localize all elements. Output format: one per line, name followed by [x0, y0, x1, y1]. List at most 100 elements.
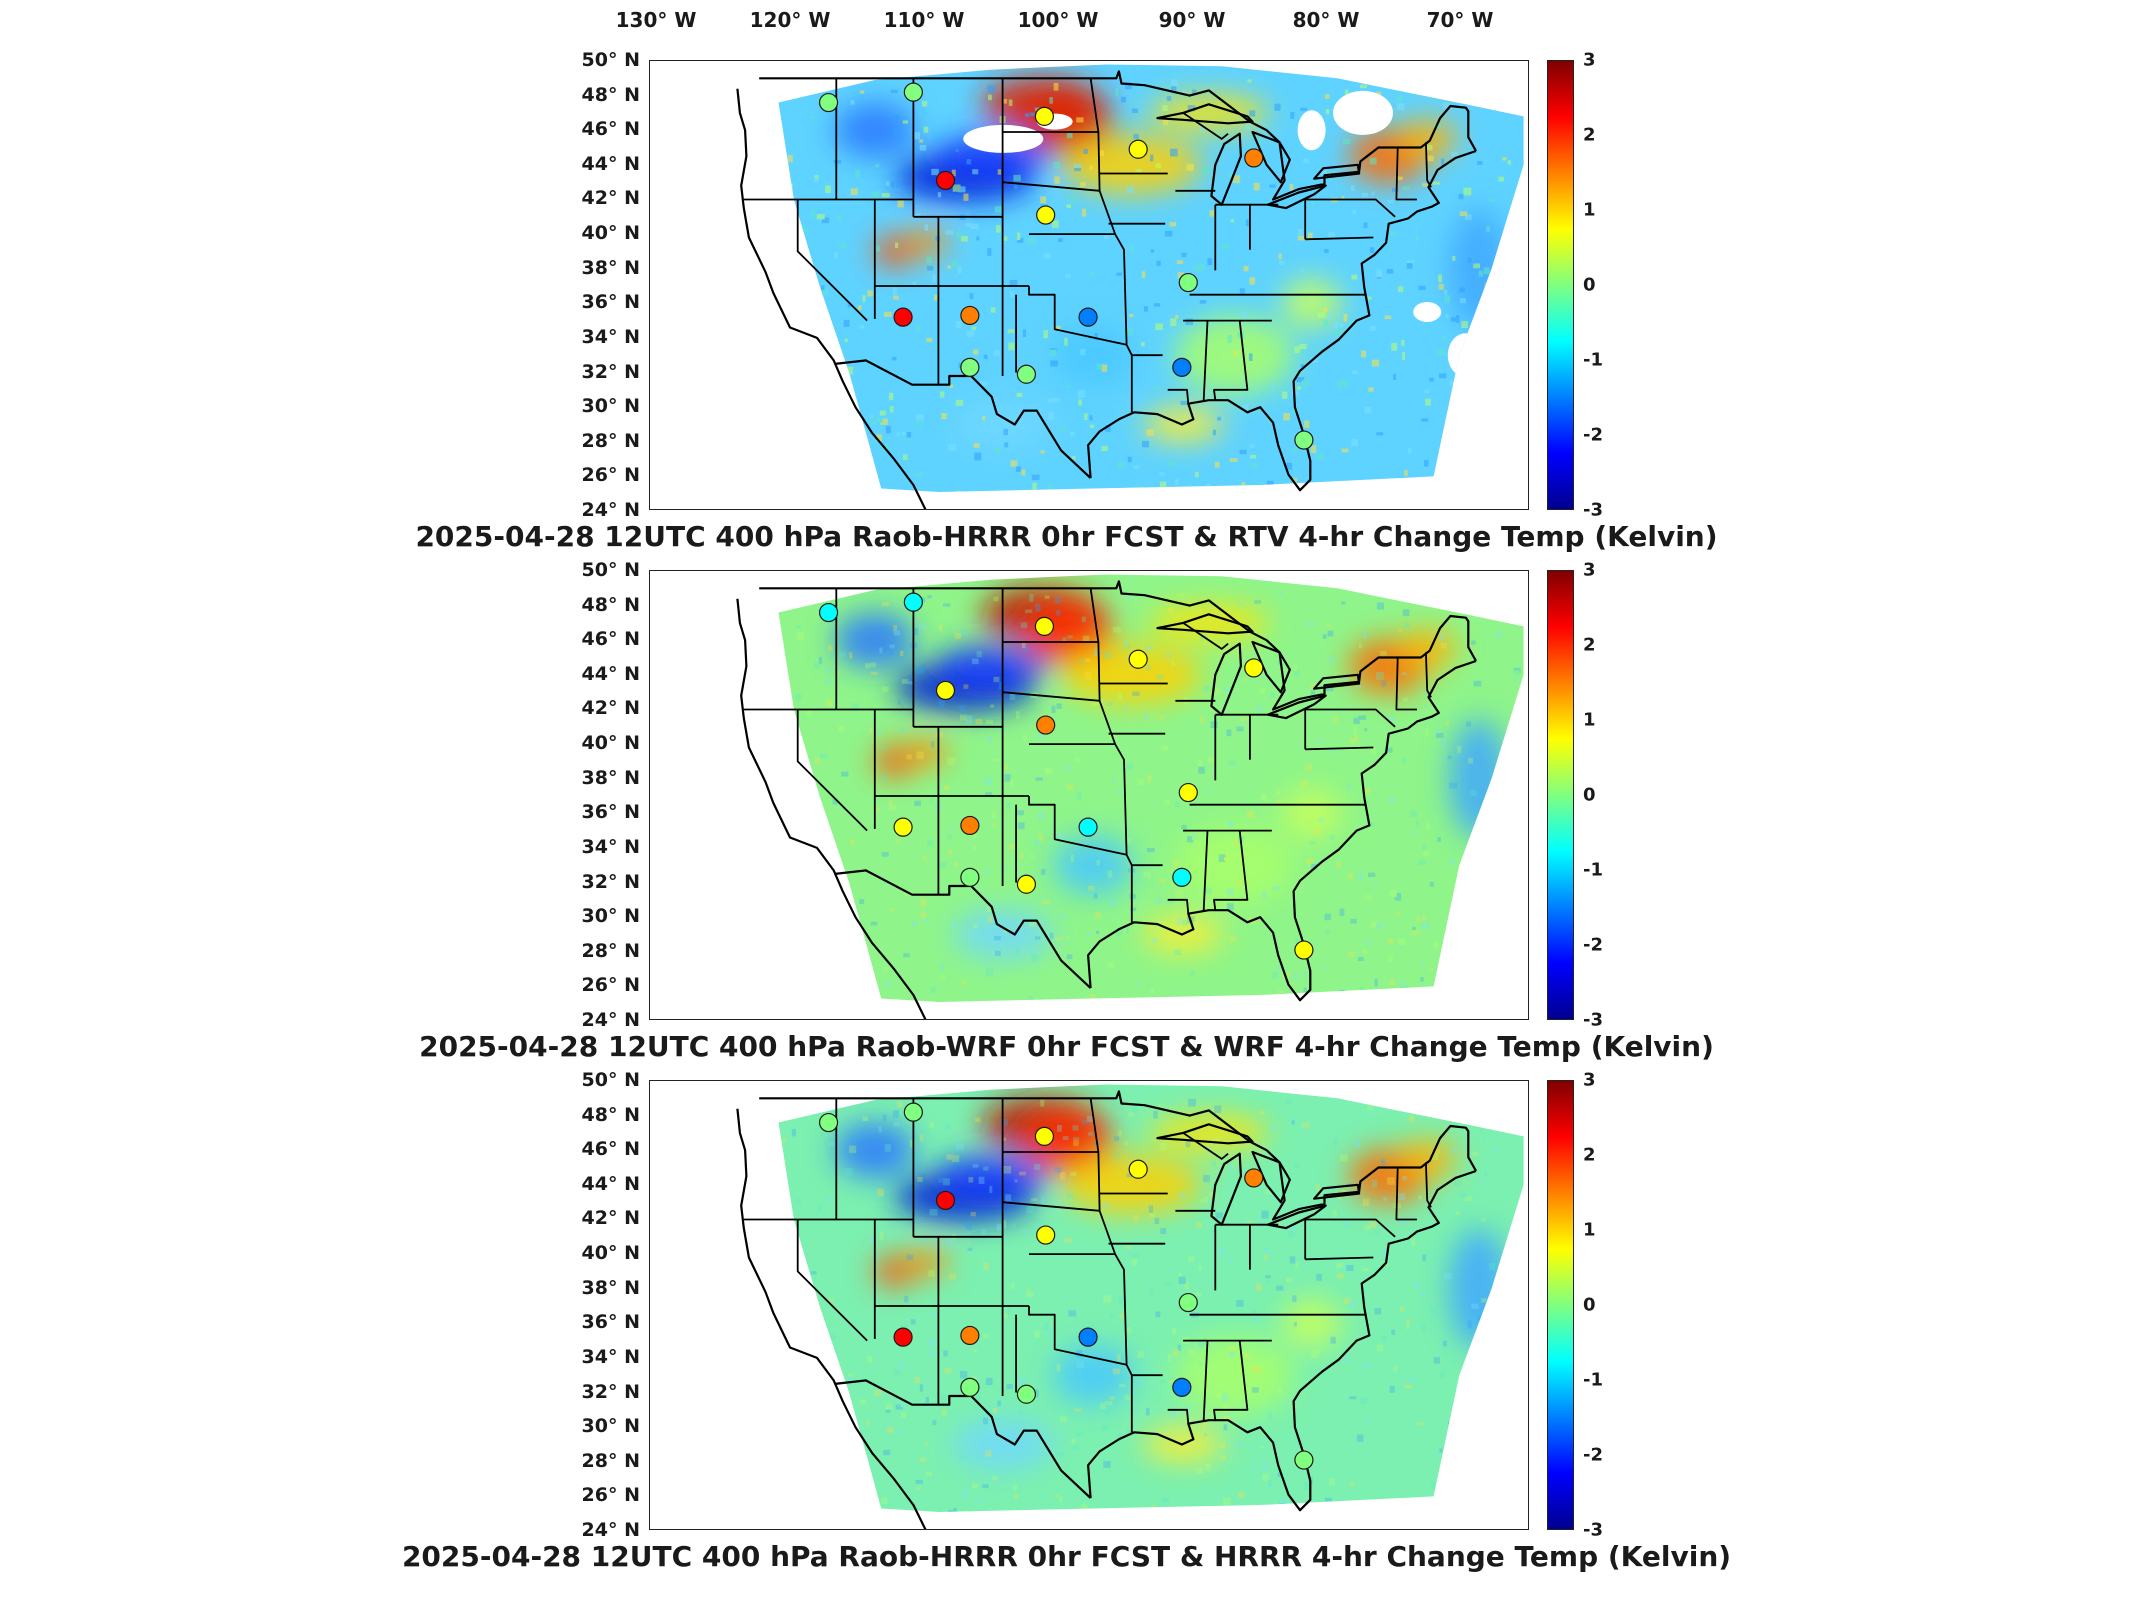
field-speck	[870, 662, 876, 668]
field-speck	[1249, 110, 1256, 117]
field-speck	[971, 326, 977, 330]
field-speck	[1025, 609, 1033, 614]
field-speck	[797, 817, 802, 823]
field-speck	[1160, 1142, 1168, 1151]
field-speck	[1241, 482, 1246, 487]
field-speck	[1203, 1175, 1211, 1182]
raob-station-marker	[1294, 1450, 1314, 1470]
raob-station-marker	[1294, 940, 1314, 960]
field-speck	[885, 1403, 893, 1410]
field-speck	[1387, 199, 1394, 204]
field-speck	[1506, 1459, 1512, 1463]
field-speck	[985, 792, 992, 796]
field-speck	[1150, 249, 1155, 253]
field-speck	[1435, 732, 1444, 738]
field-speck	[1412, 930, 1420, 935]
field-speck	[1523, 161, 1524, 167]
field-speck	[789, 183, 793, 190]
field-speck	[1301, 780, 1307, 788]
raob-station-marker	[1244, 658, 1264, 678]
field-speck	[973, 1348, 977, 1353]
field-speck	[1260, 1110, 1265, 1115]
field-speck	[1239, 852, 1244, 857]
field-speck	[923, 1442, 928, 1446]
field-speck	[1037, 812, 1046, 820]
field-speck	[1302, 972, 1308, 977]
field-speck	[1380, 1159, 1386, 1166]
field-speck	[913, 628, 919, 636]
field-speck	[783, 344, 790, 348]
lat-label: 48° N	[581, 593, 640, 616]
field-blob	[935, 1154, 1046, 1199]
field-speck	[1125, 1327, 1132, 1334]
field-speck	[951, 169, 956, 177]
great-lake	[1210, 1152, 1242, 1226]
field-speck	[1292, 974, 1301, 979]
missing-patch	[1332, 90, 1393, 135]
field-speck	[1223, 1424, 1228, 1431]
field-speck	[843, 319, 850, 327]
field-speck	[1047, 398, 1054, 403]
field-speck	[1126, 186, 1135, 194]
field-speck	[1294, 346, 1301, 354]
field-speck	[1209, 210, 1215, 217]
field-speck	[813, 994, 820, 1002]
field-speck	[1084, 658, 1092, 663]
field-speck	[1287, 1226, 1296, 1233]
field-speck	[1171, 1410, 1177, 1418]
field-speck	[890, 907, 895, 912]
field-speck	[971, 1483, 979, 1489]
field-speck	[1126, 1428, 1130, 1436]
lat-label: 38° N	[581, 766, 640, 789]
raob-station-marker	[960, 1325, 980, 1346]
field-speck	[1021, 1377, 1027, 1382]
field-speck	[858, 305, 862, 311]
raob-station-marker	[935, 1190, 956, 1211]
field-speck	[972, 169, 979, 175]
lat-label: 46° N	[581, 118, 640, 141]
lat-label: 34° N	[581, 835, 640, 858]
field-speck	[1030, 954, 1039, 963]
field-speck	[1381, 680, 1387, 687]
field-speck	[1299, 343, 1307, 350]
great-lake	[1266, 184, 1327, 210]
state-border	[1213, 830, 1249, 911]
field-speck	[1468, 757, 1474, 764]
field-speck	[1480, 954, 1484, 960]
field-speck	[984, 869, 989, 876]
field-speck	[1362, 788, 1371, 794]
field-speck	[1522, 490, 1524, 492]
field-speck	[897, 698, 901, 705]
field-speck	[793, 1322, 802, 1329]
field-speck	[893, 630, 901, 636]
field-speck	[1389, 487, 1395, 492]
field-speck	[785, 1268, 790, 1273]
field-speck	[1447, 1421, 1454, 1425]
field-speck	[901, 1411, 907, 1419]
field-speck	[869, 1236, 876, 1243]
field-speck	[1371, 1179, 1378, 1188]
field-blob	[834, 1122, 915, 1179]
field-speck	[928, 1270, 936, 1277]
field-speck	[1271, 1124, 1276, 1132]
field-speck	[811, 1360, 815, 1368]
field-speck	[842, 469, 851, 474]
field-speck	[1525, 851, 1529, 857]
field-speck	[788, 754, 794, 759]
field-speck	[1376, 1344, 1384, 1352]
field-speck	[992, 1407, 998, 1414]
lat-label: 46° N	[581, 1138, 640, 1161]
field-speck	[1146, 922, 1153, 931]
field-speck	[1441, 336, 1446, 341]
field-speck	[1455, 970, 1461, 978]
field-speck	[1305, 858, 1314, 865]
field-speck	[1105, 424, 1111, 432]
field-speck	[955, 148, 959, 153]
field-speck	[1204, 788, 1208, 793]
field-speck	[824, 1486, 831, 1491]
colorbar-tick: -1	[1583, 859, 1603, 881]
field-speck	[1391, 342, 1398, 351]
field-speck	[1346, 688, 1350, 694]
field-speck	[1004, 442, 1009, 448]
field-speck	[1470, 790, 1477, 796]
